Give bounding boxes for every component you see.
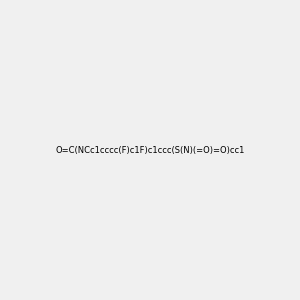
Text: O=C(NCc1cccc(F)c1F)c1ccc(S(N)(=O)=O)cc1: O=C(NCc1cccc(F)c1F)c1ccc(S(N)(=O)=O)cc1 <box>55 146 245 154</box>
